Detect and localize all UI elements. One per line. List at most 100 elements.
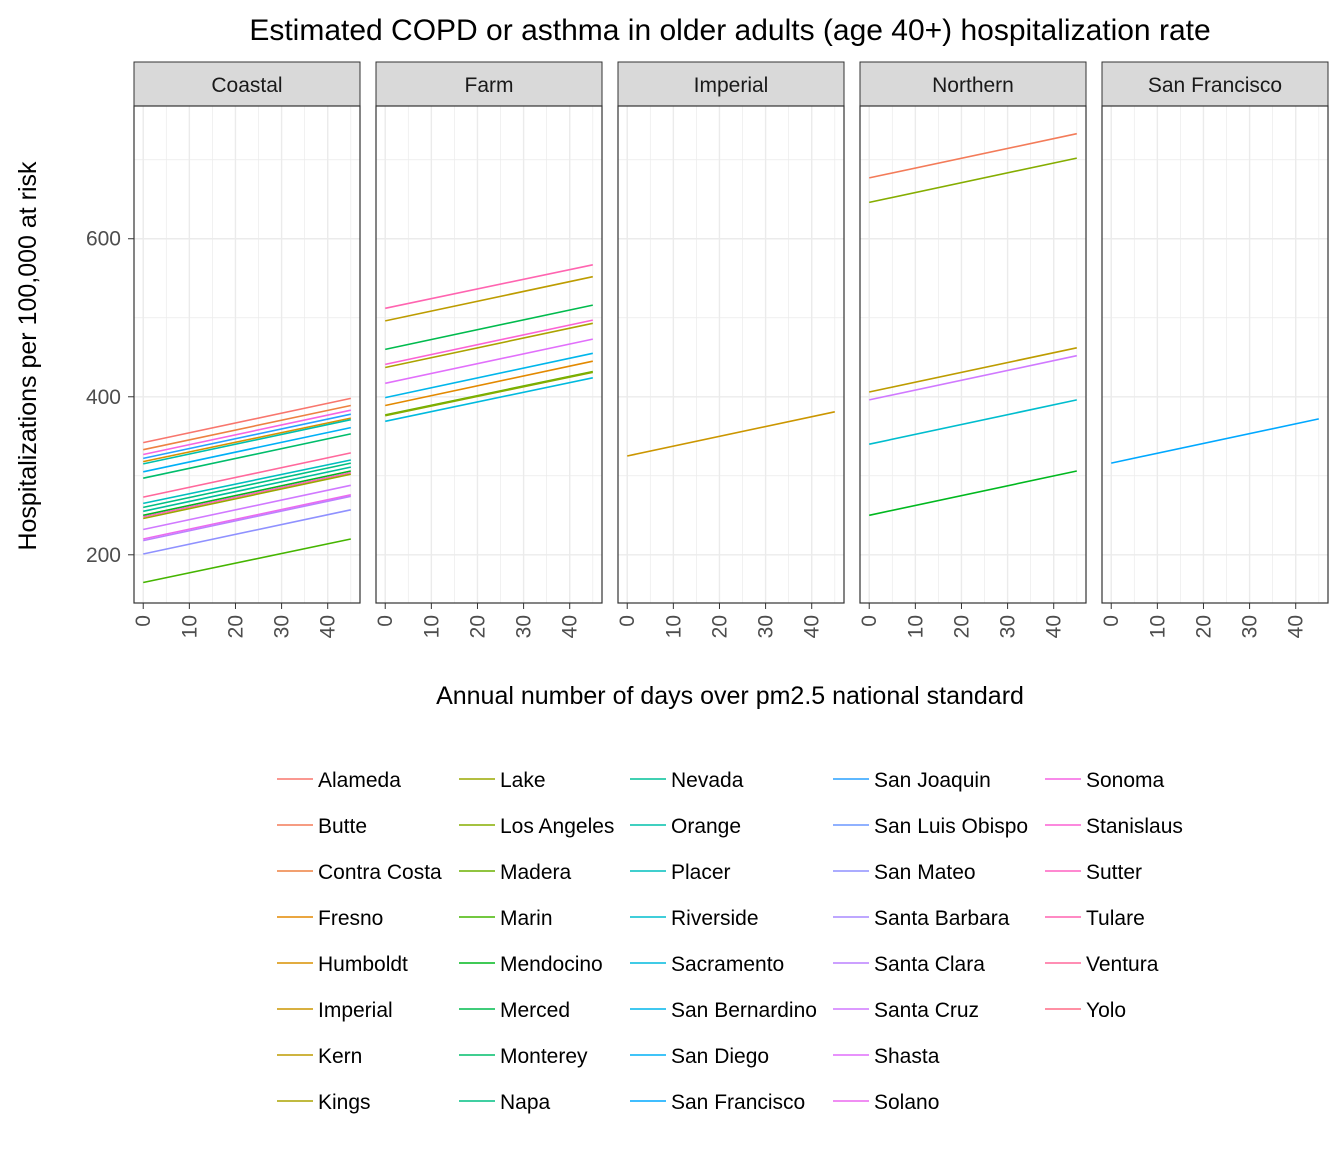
series-line xyxy=(143,509,351,555)
x-tick-label: 0 xyxy=(374,615,397,627)
series-line xyxy=(385,264,593,310)
x-tick-label: 0 xyxy=(1100,615,1123,627)
series-line xyxy=(143,471,351,518)
legend-label: Santa Barbara xyxy=(874,907,1010,930)
facet-strip-label: Imperial xyxy=(694,74,769,97)
legend-item: Shasta xyxy=(833,1045,940,1068)
legend-item: Kings xyxy=(277,1091,371,1114)
gridlines xyxy=(134,106,360,603)
legend-label: Madera xyxy=(500,861,572,884)
series-line xyxy=(627,411,835,457)
series-line xyxy=(143,433,351,479)
legend-item: Madera xyxy=(459,861,572,884)
series-line xyxy=(385,360,593,407)
series-line xyxy=(385,338,593,385)
x-tick-label: 40 xyxy=(801,615,824,638)
facet-strip-label: Northern xyxy=(932,74,1014,97)
legend-item: Yolo xyxy=(1045,999,1126,1022)
facet-strip xyxy=(375,61,603,107)
y-tick-label: 600 xyxy=(86,228,121,251)
legend-item: Napa xyxy=(459,1091,551,1114)
series-line xyxy=(143,484,351,531)
series-line xyxy=(143,397,351,444)
gridlines xyxy=(376,106,602,603)
legend-item: San Bernardino xyxy=(630,999,817,1022)
legend-item: San Luis Obispo xyxy=(833,815,1028,838)
facet-strip xyxy=(617,61,845,107)
series-line xyxy=(143,466,351,513)
legend-item: Santa Clara xyxy=(833,953,985,976)
series-line xyxy=(143,494,351,540)
legend-label: Kings xyxy=(318,1091,371,1114)
legend-label: Los Angeles xyxy=(500,815,614,838)
series-line xyxy=(385,319,593,366)
facet-panel: Coastal 0 10 20 30 40 200 400 600 xyxy=(86,61,361,638)
series-line xyxy=(869,157,1077,204)
legend-item: Tulare xyxy=(1045,907,1145,930)
series-line xyxy=(869,354,1077,401)
series-line xyxy=(143,459,351,505)
series-line xyxy=(143,418,351,465)
legend-item: Lake xyxy=(459,769,546,792)
legend-item: Nevada xyxy=(630,769,744,792)
legend-label: Yolo xyxy=(1086,999,1126,1022)
legend-label: Placer xyxy=(671,861,731,884)
series-line xyxy=(869,470,1077,517)
x-tick-label: 30 xyxy=(755,615,778,638)
legend-item: Orange xyxy=(630,815,741,838)
legend-item: Kern xyxy=(277,1045,362,1068)
legend-label: San Diego xyxy=(671,1045,769,1068)
x-tick-label: 0 xyxy=(132,615,155,627)
legend-item: Butte xyxy=(277,815,367,838)
x-tick-label: 30 xyxy=(271,615,294,638)
legend-item: Placer xyxy=(630,861,731,884)
panel-border xyxy=(133,105,361,604)
legend-label: Imperial xyxy=(318,999,393,1022)
legend-label: Monterey xyxy=(500,1045,588,1068)
series-line xyxy=(143,409,351,456)
legend-item: Imperial xyxy=(277,999,393,1022)
legend-item: Los Angeles xyxy=(459,815,614,838)
y-axis-title: Hospitalizations per 100,000 at risk xyxy=(14,161,42,551)
legend-item: Stanislaus xyxy=(1045,815,1183,838)
legend-label: Mendocino xyxy=(500,953,603,976)
legend-label: San Bernardino xyxy=(671,999,817,1022)
x-tick-label: 40 xyxy=(559,615,582,638)
x-tick-label: 30 xyxy=(513,615,536,638)
series-line xyxy=(143,426,351,473)
legend-item: San Francisco xyxy=(630,1091,805,1114)
legend-label: Sacramento xyxy=(671,953,784,976)
legend-label: Ventura xyxy=(1086,953,1159,976)
legend-item: Sutter xyxy=(1045,861,1142,884)
panel-border xyxy=(1101,105,1329,604)
x-tick-label: 40 xyxy=(317,615,340,638)
series-line xyxy=(385,275,593,322)
y-tick-label: 400 xyxy=(86,386,121,409)
y-tick-label: 200 xyxy=(86,544,121,567)
series-line xyxy=(869,132,1077,179)
gridlines xyxy=(860,106,1086,603)
legend-item: Sonoma xyxy=(1045,769,1165,792)
panel-border xyxy=(375,105,603,604)
series-line xyxy=(143,473,351,520)
facet-strip xyxy=(1101,61,1329,107)
legend-item: San Joaquin xyxy=(833,769,991,792)
facet-panel: Farm 0 10 20 30 40 xyxy=(374,61,603,638)
legend-label: Riverside xyxy=(671,907,759,930)
legend-item: Merced xyxy=(459,999,570,1022)
legend: Alameda Butte Contra Costa Fresno Humboldt Im… xyxy=(277,769,1183,1114)
facet-strip-label: Farm xyxy=(465,74,514,97)
legend-item: Ventura xyxy=(1045,953,1159,976)
legend-item: Solano xyxy=(833,1091,939,1114)
facet-panel: Northern 0 10 20 30 40 xyxy=(858,61,1087,638)
legend-label: Tulare xyxy=(1086,907,1145,930)
series-line xyxy=(143,452,351,498)
facet-panel: San Francisco 0 10 20 30 40 xyxy=(1100,61,1329,638)
facet-strip xyxy=(859,61,1087,107)
x-tick-label: 0 xyxy=(616,615,639,627)
legend-label: Humboldt xyxy=(318,953,408,976)
legend-item: Alameda xyxy=(277,769,401,792)
legend-label: Nevada xyxy=(671,769,744,792)
